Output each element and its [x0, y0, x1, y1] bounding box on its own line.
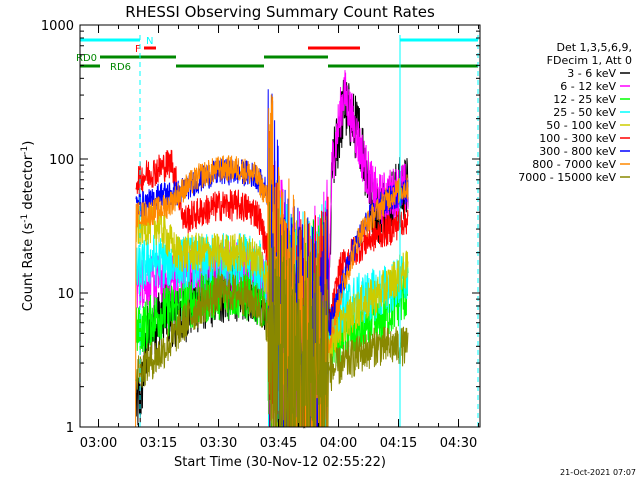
footer-date: 21-Oct-2021 07:07	[560, 468, 636, 477]
legend-header-line: Det 1,3,5,6,9,	[556, 41, 632, 54]
x-tick-label: 03:00	[80, 436, 117, 451]
legend-label-3-6-kev: 3 - 6 keV	[567, 67, 616, 80]
plot-frame	[79, 24, 481, 428]
flag-label-rd6: RD6	[110, 62, 131, 73]
legend-label-300-800-kev: 300 - 800 keV	[539, 145, 616, 158]
y-tick-label: 1000	[41, 19, 74, 34]
axis-layer: 03:00 03:15 03:30 03:45 04:00 04:15 04:30 1 10 10…	[41, 19, 480, 451]
legend-label-800-7000-kev: 800 - 7000 keV	[532, 158, 616, 171]
y-axis-label-sup2: -1	[20, 146, 30, 155]
flag-label-rd0: RD0	[76, 53, 97, 64]
x-tick-label: 04:00	[320, 436, 357, 451]
legend-label-50-100-kev: 50 - 100 keV	[546, 119, 616, 132]
x-tick-label: 03:30	[200, 436, 237, 451]
y-tick-label: 1	[66, 421, 74, 436]
y-axis-label: Count Rate (s-1 detector-1)	[20, 141, 36, 312]
x-tick-label: 04:30	[440, 436, 477, 451]
y-tick-label: 100	[49, 153, 74, 168]
y-axis-label-main: Count Rate (s	[21, 223, 36, 312]
chart-title: RHESSI Observing Summary Count Rates	[125, 3, 435, 21]
legend-label-100-300-kev: 100 - 300 keV	[539, 132, 616, 145]
y-axis-label-end: )	[21, 141, 36, 146]
legend-header-line: FDecim 1, Att 0	[547, 54, 632, 67]
legend: Det 1,3,5,6,9,FDecim 1, Att 03 - 6 keV6 …	[518, 41, 632, 184]
x-tick-label: 04:15	[380, 436, 417, 451]
legend-label-12-25-kev: 12 - 25 keV	[553, 93, 616, 106]
y-tick-label: 10	[57, 287, 74, 302]
series-layer	[135, 70, 409, 429]
marker-layer	[139, 35, 479, 427]
y-axis-label-mid: detector	[21, 154, 36, 214]
series-800-7000-kev	[135, 94, 409, 428]
legend-label-25-50-kev: 25 - 50 keV	[553, 106, 616, 119]
x-axis-label: Start Time (30-Nov-12 02:55:22)	[174, 455, 386, 470]
flag-label-n: N	[146, 36, 153, 47]
x-tick-label: 03:15	[140, 436, 177, 451]
legend-label-6-12-kev: 6 - 12 keV	[560, 80, 616, 93]
legend-label-7000-15000-kev: 7000 - 15000 keV	[518, 171, 616, 184]
flag-label-f: F	[135, 44, 141, 55]
x-tick-label: 03:45	[260, 436, 297, 451]
y-axis-label-sup1: -1	[20, 214, 30, 223]
flag-layer: NF RD0 RD6	[76, 36, 478, 73]
